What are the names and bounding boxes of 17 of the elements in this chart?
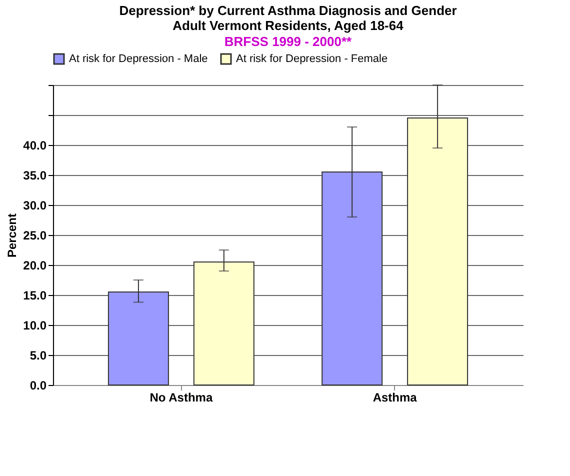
- y-tick-label: 5.0: [30, 348, 47, 362]
- text: Depression* by Current Asthma Diagnosis and Gender: [119, 3, 457, 18]
- legend-label: At risk for Depression - Male: [69, 53, 208, 65]
- y-tick-label: 30.0: [23, 198, 47, 212]
- legend-label: At risk for Depression - Female: [236, 53, 388, 65]
- x-tick-label: No Asthma: [150, 390, 213, 404]
- y-tick-label: 10.0: [23, 318, 47, 332]
- y-tick-label: 20.0: [23, 258, 47, 272]
- y-tick-label: 35.0: [23, 168, 47, 182]
- y-tick-label: 25.0: [23, 228, 47, 242]
- chart-subtitle: BRFSS 1999 - 2000**: [224, 34, 353, 49]
- y-tick-label: 0.0: [30, 378, 47, 392]
- text: Adult Vermont Residents, Aged 18-64: [172, 18, 404, 33]
- y-tick-label: 15.0: [23, 288, 47, 302]
- y-tick-label: 40.0: [23, 138, 47, 152]
- y-axis-title: Percent: [5, 213, 20, 258]
- x-tick-label: Asthma: [372, 390, 418, 404]
